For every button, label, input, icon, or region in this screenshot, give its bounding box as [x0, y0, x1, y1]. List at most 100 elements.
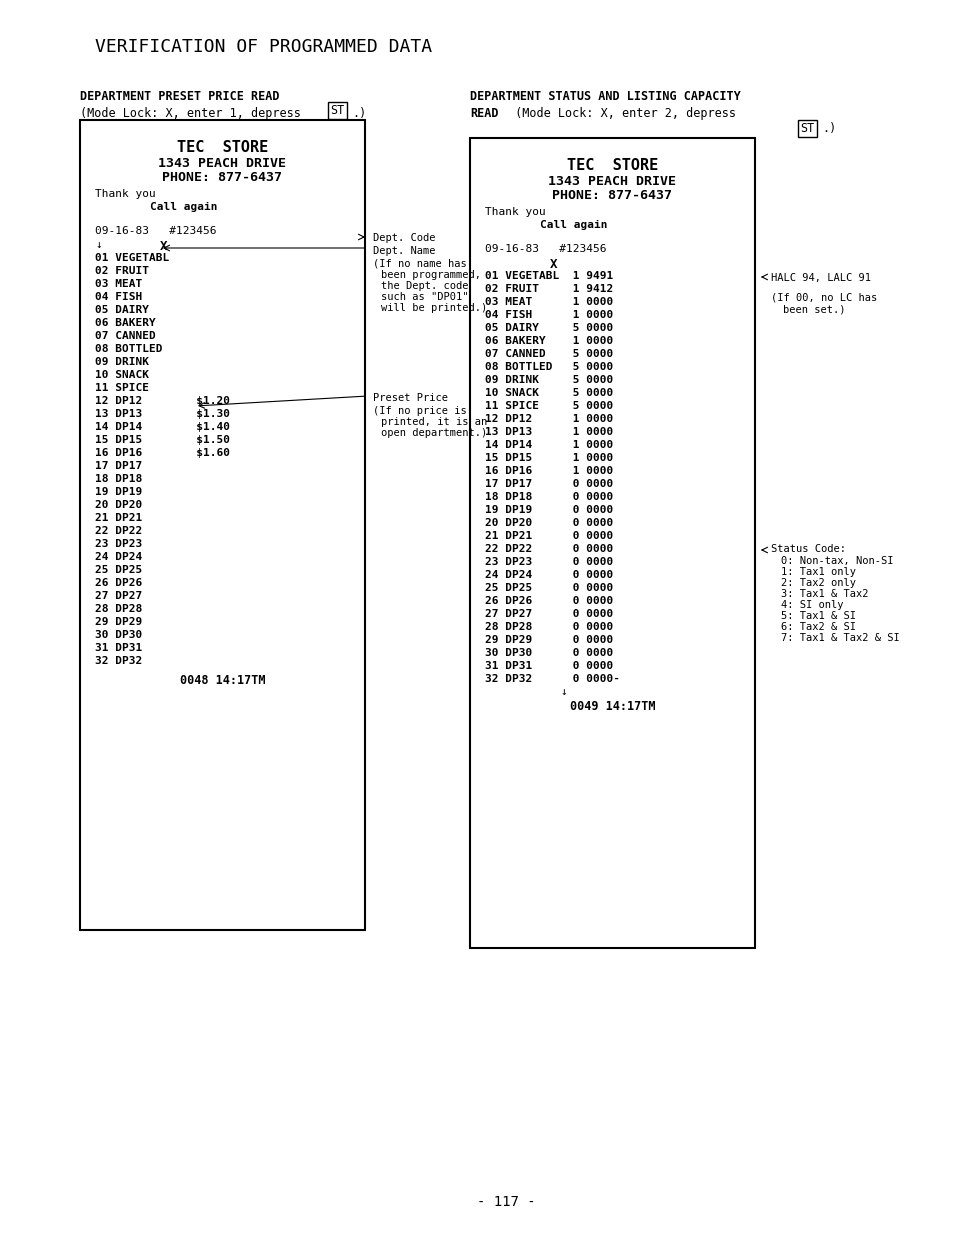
Text: X: X	[550, 258, 557, 271]
Text: will be printed.): will be printed.)	[380, 304, 487, 313]
Text: 5: Tax1 & SI: 5: Tax1 & SI	[781, 611, 855, 621]
Text: 1: Tax1 only: 1: Tax1 only	[781, 567, 855, 577]
Text: X: X	[160, 240, 168, 253]
Text: TEC  STORE: TEC STORE	[176, 140, 268, 155]
Text: 16 DP16        $1.60: 16 DP16 $1.60	[95, 449, 230, 458]
Text: .): .)	[821, 121, 836, 135]
Text: 07 CANNED    5 0000: 07 CANNED 5 0000	[484, 349, 613, 359]
Text: Preset Price: Preset Price	[373, 393, 448, 403]
Text: 6: Tax2 & SI: 6: Tax2 & SI	[781, 622, 855, 632]
Text: 1343 PEACH DRIVE: 1343 PEACH DRIVE	[548, 175, 676, 188]
Text: Dept. Code: Dept. Code	[373, 233, 435, 243]
Text: 24 DP24: 24 DP24	[95, 553, 142, 563]
Text: 09 DRINK: 09 DRINK	[95, 357, 149, 367]
Text: DEPARTMENT STATUS AND LISTING CAPACITY: DEPARTMENT STATUS AND LISTING CAPACITY	[470, 90, 740, 103]
Text: 04 FISH      1 0000: 04 FISH 1 0000	[484, 310, 613, 320]
Text: (If 00, no LC has: (If 00, no LC has	[770, 292, 877, 304]
Text: 17 DP17: 17 DP17	[95, 461, 142, 471]
Text: 11 SPICE: 11 SPICE	[95, 383, 149, 393]
Text: Dept. Name: Dept. Name	[373, 247, 435, 256]
Text: 09-16-83   #123456: 09-16-83 #123456	[484, 244, 606, 254]
Text: 19 DP19      0 0000: 19 DP19 0 0000	[484, 506, 613, 515]
Text: 10 SNACK: 10 SNACK	[95, 370, 149, 380]
Text: 09-16-83   #123456: 09-16-83 #123456	[95, 225, 216, 235]
Text: 18 DP18: 18 DP18	[95, 475, 142, 484]
Text: 01 VEGETABL  1 9491: 01 VEGETABL 1 9491	[484, 271, 613, 281]
Text: 31 DP31      0 0000: 31 DP31 0 0000	[484, 660, 613, 672]
Text: Call again: Call again	[150, 202, 217, 212]
Text: 14 DP14        $1.40: 14 DP14 $1.40	[95, 422, 230, 432]
Text: (Mode Lock: X, enter 1, depress: (Mode Lock: X, enter 1, depress	[80, 107, 300, 120]
Text: Status Code:: Status Code:	[770, 544, 845, 554]
Text: 7: Tax1 & Tax2 & SI: 7: Tax1 & Tax2 & SI	[781, 633, 899, 643]
Text: 20 DP20: 20 DP20	[95, 501, 142, 510]
Bar	[80, 120, 365, 930]
Text: 29 DP29      0 0000: 29 DP29 0 0000	[484, 636, 613, 646]
Text: Thank you: Thank you	[95, 190, 155, 199]
Text: such as "DP01": such as "DP01"	[380, 292, 468, 302]
Text: ST: ST	[800, 121, 814, 135]
Text: 18 DP18      0 0000: 18 DP18 0 0000	[484, 492, 613, 502]
Text: PHONE: 877-6437: PHONE: 877-6437	[162, 171, 282, 185]
Text: open department.): open department.)	[380, 427, 487, 439]
Text: 07 CANNED: 07 CANNED	[95, 331, 155, 341]
Text: Call again: Call again	[539, 221, 607, 230]
Text: the Dept. code: the Dept. code	[380, 281, 468, 291]
Text: 08 BOTTLED   5 0000: 08 BOTTLED 5 0000	[484, 362, 613, 372]
Text: 30 DP30      0 0000: 30 DP30 0 0000	[484, 648, 613, 658]
Text: PHONE: 877-6437: PHONE: 877-6437	[552, 190, 672, 202]
Text: 13 DP13        $1.30: 13 DP13 $1.30	[95, 409, 230, 419]
Text: 06 BAKERY: 06 BAKERY	[95, 318, 155, 328]
Text: 28 DP28: 28 DP28	[95, 603, 142, 615]
Text: 01 VEGETABL: 01 VEGETABL	[95, 253, 169, 263]
Text: 22 DP22: 22 DP22	[95, 527, 142, 536]
Text: (If no name has: (If no name has	[373, 259, 466, 269]
Text: 12 DP12      1 0000: 12 DP12 1 0000	[484, 414, 613, 424]
Text: 0: Non-tax, Non-SI: 0: Non-tax, Non-SI	[781, 556, 893, 566]
Text: 4: SI only: 4: SI only	[781, 600, 842, 610]
Text: 08 BOTTLED: 08 BOTTLED	[95, 344, 162, 354]
Text: 10 SNACK     5 0000: 10 SNACK 5 0000	[484, 388, 613, 398]
Text: 27 DP27: 27 DP27	[95, 591, 142, 601]
Text: 23 DP23: 23 DP23	[95, 539, 142, 549]
Text: printed, it is an: printed, it is an	[380, 418, 487, 427]
Text: 0049 14:17TM: 0049 14:17TM	[569, 700, 655, 712]
Text: 31 DP31: 31 DP31	[95, 643, 142, 653]
Text: 15 DP15        $1.50: 15 DP15 $1.50	[95, 435, 230, 445]
Text: 21 DP21: 21 DP21	[95, 513, 142, 523]
Bar	[470, 138, 754, 948]
Text: 23 DP23      0 0000: 23 DP23 0 0000	[484, 558, 613, 567]
Text: 02 FRUIT: 02 FRUIT	[95, 266, 149, 276]
Text: HALC 94, LALC 91: HALC 94, LALC 91	[770, 273, 870, 282]
Text: 11 SPICE     5 0000: 11 SPICE 5 0000	[484, 401, 613, 411]
Text: 05 DAIRY: 05 DAIRY	[95, 305, 149, 315]
Text: 24 DP24      0 0000: 24 DP24 0 0000	[484, 570, 613, 580]
Text: 02 FRUIT     1 9412: 02 FRUIT 1 9412	[484, 284, 613, 294]
Text: (If no price is: (If no price is	[373, 406, 466, 416]
Text: .): .)	[352, 107, 366, 120]
Text: 25 DP25      0 0000: 25 DP25 0 0000	[484, 584, 613, 593]
Text: 0048 14:17TM: 0048 14:17TM	[179, 674, 265, 686]
Text: - 117 -: - 117 -	[476, 1194, 535, 1209]
Text: been programmed,: been programmed,	[380, 270, 480, 280]
Text: 19 DP19: 19 DP19	[95, 487, 142, 497]
Text: ↓: ↓	[95, 240, 102, 250]
Text: 3: Tax1 & Tax2: 3: Tax1 & Tax2	[781, 589, 867, 598]
Text: TEC  STORE: TEC STORE	[566, 159, 658, 173]
Text: 26 DP26: 26 DP26	[95, 579, 142, 589]
Text: 32 DP32: 32 DP32	[95, 655, 142, 667]
Text: 17 DP17      0 0000: 17 DP17 0 0000	[484, 479, 613, 489]
Text: 15 DP15      1 0000: 15 DP15 1 0000	[484, 453, 613, 463]
Text: READ: READ	[470, 107, 498, 120]
Text: ST: ST	[330, 104, 344, 116]
Text: 1343 PEACH DRIVE: 1343 PEACH DRIVE	[158, 157, 286, 170]
Text: 28 DP28      0 0000: 28 DP28 0 0000	[484, 622, 613, 632]
Text: 14 DP14      1 0000: 14 DP14 1 0000	[484, 440, 613, 450]
Text: 32 DP32      0 0000-: 32 DP32 0 0000-	[484, 674, 619, 684]
Text: 13 DP13      1 0000: 13 DP13 1 0000	[484, 427, 613, 437]
Text: been set.): been set.)	[782, 304, 844, 313]
Text: 21 DP21      0 0000: 21 DP21 0 0000	[484, 532, 613, 541]
Text: 2: Tax2 only: 2: Tax2 only	[781, 579, 855, 589]
Text: VERIFICATION OF PROGRAMMED DATA: VERIFICATION OF PROGRAMMED DATA	[95, 38, 432, 56]
Text: 16 DP16      1 0000: 16 DP16 1 0000	[484, 466, 613, 476]
